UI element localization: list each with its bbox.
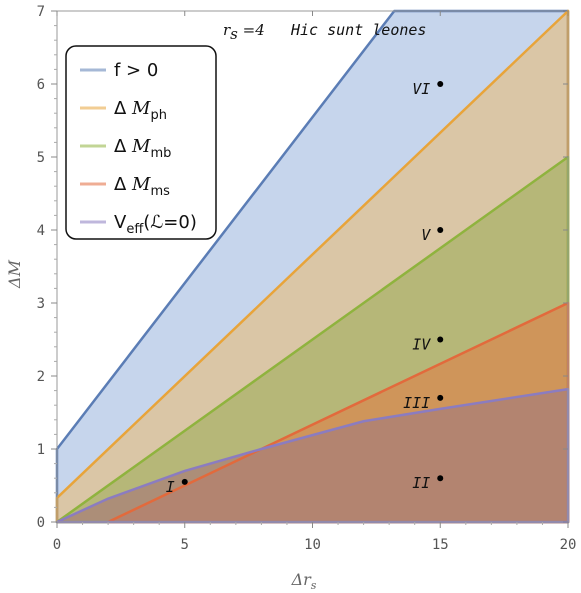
x-axis-label: Δrs [291,570,317,592]
x-tick-label: 5 [181,537,189,553]
region-label-I: I [166,478,175,496]
title-rs-sub: s [230,25,238,43]
y-tick-label: 7 [37,4,45,20]
y-tick-label: 4 [37,223,45,239]
y-tick-label: 6 [37,77,45,93]
title-rs: r [223,21,231,39]
point-III [437,394,444,401]
legend-label-0: f > 0 [114,60,158,81]
region-label-III: III [403,394,430,412]
x-tick-label: 20 [560,537,577,553]
y-tick-label: 3 [37,296,45,312]
region-label-VI: VI [412,80,430,98]
legend: f > 0 Δ Mph Δ Mmb Δ Mms Veff(ℒ=0) [65,45,217,240]
y-axis-label: ΔM [5,259,24,289]
chart-title-text: Hic sunt leones [290,21,426,39]
y-tick-label: 1 [37,442,45,458]
x-tick-label: 15 [432,537,449,553]
x-tick-label: 10 [304,537,321,553]
point-V [437,227,444,233]
y-tick-label: 5 [37,150,45,166]
region-label-II: II [412,474,430,492]
title-rs-value: =4 [238,21,265,39]
axis-ticks: 0 5 10 15 20 0 1 2 3 4 5 6 7 [37,4,577,553]
legend-label-1: Δ Mph [114,98,167,123]
x-axis-label-main: Δr [291,570,313,589]
region-label-IV: IV [412,336,431,354]
y-tick-label: 0 [37,515,45,531]
region-label-V: V [421,226,431,244]
legend-label-4: Veff(ℒ=0) [114,212,197,237]
point-VI [437,81,444,87]
legend-label-2: Δ Mmb [114,136,171,161]
x-tick-label: 0 [53,537,61,553]
point-II [437,475,444,482]
chart-title: rs =4 [223,21,265,43]
point-I [181,478,188,485]
x-axis-label-sub: s [311,579,317,592]
legend-label-3: Δ Mms [114,174,170,199]
point-IV [437,336,444,343]
y-tick-label: 2 [37,369,45,385]
legend-box [65,45,217,240]
region-4 [57,389,568,522]
